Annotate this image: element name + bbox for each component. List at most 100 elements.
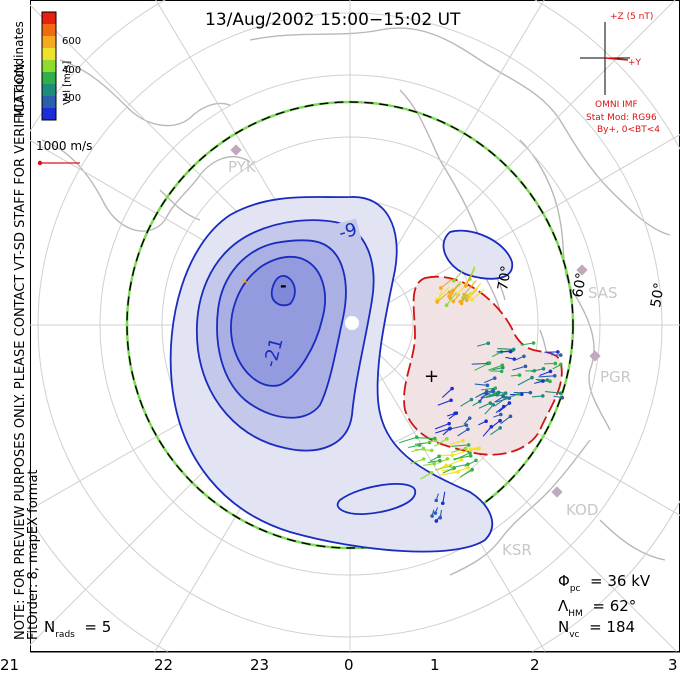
- colorbar-swatch: [42, 96, 56, 108]
- velocity-vector-dot: [559, 391, 563, 395]
- imf-model: Stat Mod: RG96: [586, 113, 657, 123]
- vector-count: Nvc = 184: [558, 618, 635, 636]
- velocity-vector-dot: [441, 501, 445, 505]
- potential-min-marker: -: [280, 276, 287, 295]
- velocity-vector-dot: [434, 499, 438, 503]
- velocity-vector-dot: [508, 401, 512, 405]
- station-ksr: KSR: [502, 541, 532, 559]
- velocity-vector-dot: [561, 396, 565, 400]
- velocity-vector-dot: [509, 350, 513, 354]
- velocity-vector-dot: [437, 455, 441, 459]
- velocity-vector-dot: [495, 393, 499, 397]
- velocity-vector-dot: [448, 296, 452, 300]
- velocity-vector-dot: [465, 423, 469, 427]
- velocity-vector-dot: [518, 373, 522, 377]
- radar-count: Nrads = 5: [44, 618, 111, 636]
- velocity-vector-dot: [461, 439, 465, 443]
- velocity-vector-dot: [498, 426, 502, 430]
- velocity-vector-dot: [486, 341, 490, 345]
- velocity-vector-dot: [430, 449, 434, 453]
- velocity-vector-dot: [445, 437, 449, 441]
- velocity-vector-dot: [500, 370, 504, 374]
- map-title: 13/Aug/2002 15:00−15:02 UT: [205, 10, 460, 30]
- velocity-vector-dot: [430, 471, 434, 475]
- velocity-vector-dot: [488, 361, 492, 365]
- station-kod: KOD: [566, 501, 598, 519]
- colorbar-swatch: [42, 60, 56, 72]
- station-pgr: PGR: [600, 368, 631, 386]
- mlt-tick-1: 1: [430, 656, 440, 674]
- velocity-vector-dot: [477, 446, 481, 450]
- velocity-vector-dot: [453, 412, 457, 416]
- velocity-vector-dot: [529, 391, 533, 395]
- colorbar-swatch: [42, 108, 56, 120]
- velocity-vector-dot: [517, 392, 521, 396]
- velocity-vector-dot: [438, 516, 442, 520]
- imf-z-label: +Z (5 nT): [610, 12, 653, 22]
- velocity-vector-dot: [470, 298, 474, 302]
- colorbar-swatch: [42, 36, 56, 48]
- colorbar-swatch: [42, 12, 56, 24]
- colorbar-swatch: [42, 72, 56, 84]
- velocity-vector-dot: [469, 293, 473, 297]
- velocity-vector-dot: [433, 462, 437, 466]
- velocity-vector-dot: [542, 367, 546, 371]
- velocity-vector-dot: [448, 427, 452, 431]
- velocity-vector-dot: [532, 341, 536, 345]
- velocity-vector-dot: [438, 459, 442, 463]
- velocity-vector-dot: [460, 458, 464, 462]
- velocity-vector-dot: [452, 279, 456, 283]
- velocity-vector-dot: [465, 298, 469, 302]
- velocity-vector-dot: [468, 416, 472, 420]
- velocity-vector-dot: [541, 394, 545, 398]
- velocity-vector-dot: [435, 300, 439, 304]
- velocity-vector-dot: [556, 350, 560, 354]
- velocity-vector-dot: [512, 348, 516, 352]
- velocity-vector-dot: [505, 396, 509, 400]
- velocity-colorbar: [42, 12, 56, 120]
- mlt-tick-2: 2: [530, 656, 540, 674]
- velocity-vector-dot: [470, 468, 474, 472]
- hm-latitude: ΛHM = 62°: [558, 585, 636, 603]
- velocity-vector-dot: [461, 296, 465, 300]
- velocity-vector-dot: [553, 374, 557, 378]
- colorbar-swatch: [42, 84, 56, 96]
- velocity-vector-dot: [489, 401, 493, 405]
- mlt-tick-21: 21: [0, 656, 19, 674]
- velocity-vector-dot: [468, 451, 472, 455]
- velocity-vector-dot: [484, 419, 488, 423]
- velocity-vector-dot: [430, 514, 434, 518]
- velocity-vector-dot: [541, 379, 545, 383]
- colorbar-swatch: [42, 24, 56, 36]
- velocity-vector-dot: [445, 303, 449, 307]
- velocity-vector-dot: [493, 376, 497, 380]
- velocity-vector-dot: [450, 387, 454, 391]
- velocity-vector-dot: [242, 279, 246, 283]
- velocity-vector-dot: [452, 466, 456, 470]
- mlt-tick-3: 3: [668, 656, 678, 674]
- velocity-vector-dot: [446, 457, 450, 461]
- velocity-vector-dot: [502, 405, 506, 409]
- fit-order: FitOrder: 8, mapEX format: [26, 469, 41, 640]
- velocity-vector-dot: [491, 389, 495, 393]
- imf-y-label: +Y: [628, 58, 641, 68]
- mlt-tick-22: 22: [154, 656, 173, 674]
- velocity-vector-dot: [458, 300, 462, 304]
- potential-max-marker: +: [424, 366, 439, 387]
- velocity-vector-dot: [501, 364, 505, 368]
- velocity-vector-dot: [548, 380, 552, 384]
- velocity-vector-dot: [466, 466, 470, 470]
- colorbar-tick-200: 200: [62, 93, 81, 104]
- colorbar-tick-400: 400: [62, 65, 81, 76]
- velocity-vector: [472, 363, 488, 364]
- station-pyk: PYK: [228, 158, 256, 176]
- velocity-vector-dot: [464, 447, 468, 451]
- pole-marker: [345, 316, 359, 330]
- velocity-vector-dot: [554, 362, 558, 366]
- velocity-vector-dot: [522, 354, 526, 358]
- imf-source: OMNI IMF: [595, 100, 638, 110]
- imf-condition: By+, 0<BT<4: [597, 125, 660, 135]
- velocity-vector-dot: [433, 437, 437, 441]
- velocity-vector-dot: [467, 443, 471, 447]
